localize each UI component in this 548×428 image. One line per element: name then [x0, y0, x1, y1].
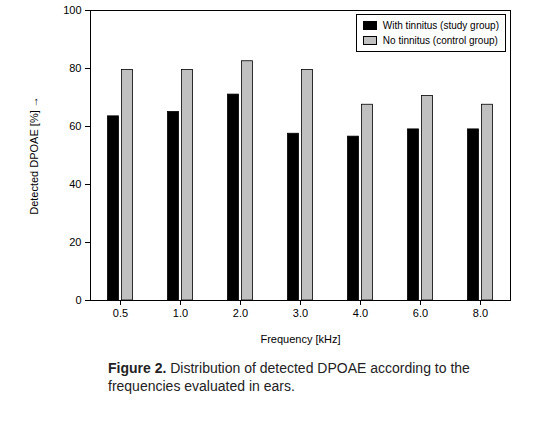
svg-text:1.0: 1.0 — [173, 307, 188, 319]
svg-text:3.0: 3.0 — [293, 307, 308, 319]
html-text:Figure 2. Distribution of dete: Figure 2. Distribution of detected DPOAE… — [108, 360, 470, 394]
svg-text:100: 100 — [63, 4, 81, 16]
svg-text:0: 0 — [75, 294, 81, 306]
svg-text:8.0: 8.0 — [473, 307, 488, 319]
html-text:No tinnitus (control group): No tinnitus (control group) — [382, 35, 498, 46]
svg-text:Detected DPOAE [%] →: Detected DPOAE [%] → — [28, 96, 40, 215]
svg-text:60: 60 — [69, 120, 81, 132]
svg-text:80: 80 — [69, 62, 81, 74]
svg-text:6.0: 6.0 — [413, 307, 428, 319]
svg-text:20: 20 — [69, 236, 81, 248]
svg-text:40: 40 — [69, 178, 81, 190]
svg-text:4.0: 4.0 — [353, 307, 368, 319]
svg-text:Frequency [kHz]: Frequency [kHz] — [260, 333, 340, 345]
svg-text:0.5: 0.5 — [113, 307, 128, 319]
html-text:With tinnitus (study group): With tinnitus (study group) — [382, 20, 499, 31]
svg-text:2.0: 2.0 — [233, 307, 248, 319]
